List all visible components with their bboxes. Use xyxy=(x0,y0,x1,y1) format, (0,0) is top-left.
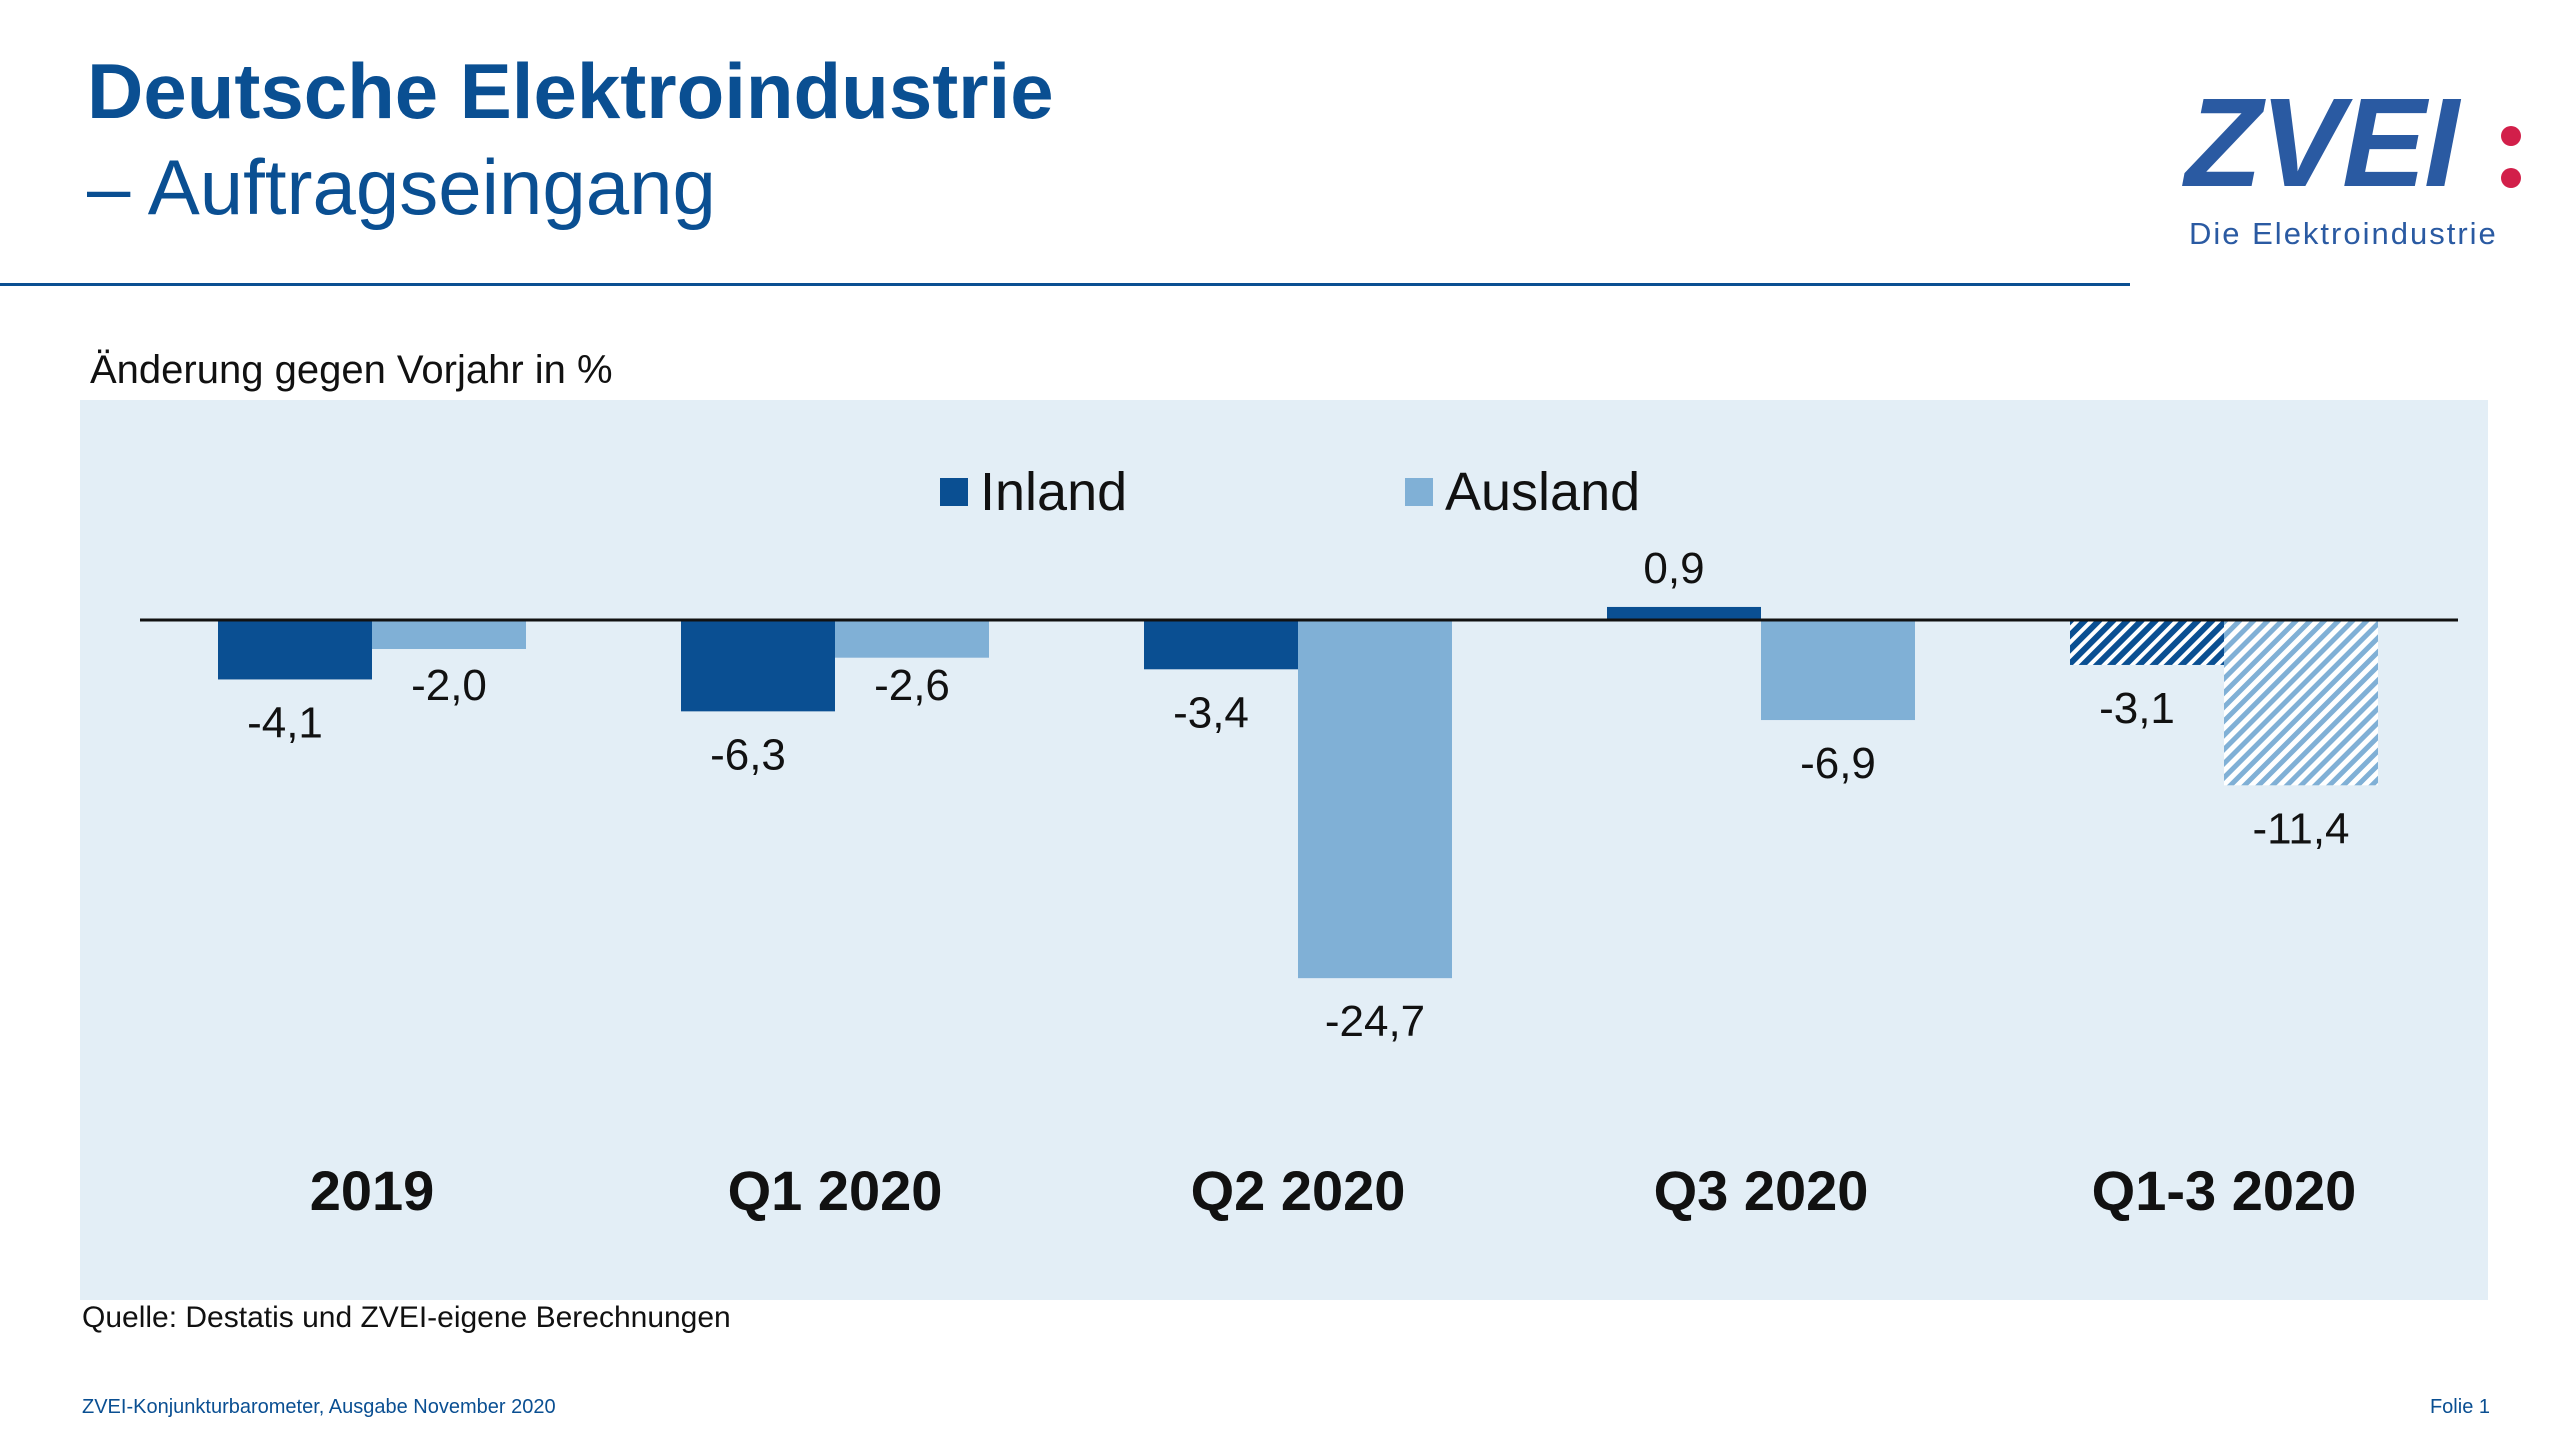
value-label-inland-2: -3,4 xyxy=(1173,688,1249,737)
category-label-3: Q3 2020 xyxy=(1654,1159,1869,1222)
value-label-inland-4: -3,1 xyxy=(2099,684,2175,733)
category-label-4: Q1-3 2020 xyxy=(2092,1159,2357,1222)
legend-label-inland: Inland xyxy=(980,462,1127,522)
value-label-ausland-2: -24,7 xyxy=(1325,997,1425,1046)
value-label-ausland-1: -2,6 xyxy=(874,661,950,710)
value-label-ausland-3: -6,9 xyxy=(1800,739,1876,788)
logo-dot-top xyxy=(2501,126,2521,146)
chart-value-labels: -4,1 -2,0 -6,3 -2,6 -3,4 -24,7 0,9 -6,9 -3,1 -11,… xyxy=(247,544,2349,1046)
page-subtitle: – Auftragseingang xyxy=(87,143,716,231)
chart-legend: Inland Ausland xyxy=(940,462,1640,522)
header-divider xyxy=(0,283,2130,286)
legend-label-ausland: Ausland xyxy=(1445,462,1640,522)
bar-ausland-2 xyxy=(1298,620,1452,979)
logo-wordmark: ZVEI xyxy=(2185,72,2459,213)
bar-inland-0 xyxy=(218,620,372,680)
legend-swatch-ausland xyxy=(1405,478,1433,506)
bar-ausland-1 xyxy=(835,620,989,658)
value-label-inland-0: -4,1 xyxy=(247,698,323,747)
value-label-ausland-0: -2,0 xyxy=(411,661,487,710)
bar-inland-4 xyxy=(2070,620,2224,665)
bar-inland-3 xyxy=(1607,606,1761,620)
bar-ausland-4 xyxy=(2224,620,2378,786)
value-label-inland-3: 0,9 xyxy=(1643,544,1704,593)
value-label-inland-1: -6,3 xyxy=(710,730,786,779)
page-title: Deutsche Elektroindustrie xyxy=(87,47,1054,135)
value-label-ausland-4: -11,4 xyxy=(2252,804,2349,853)
legend-swatch-inland xyxy=(940,478,968,506)
category-label-2: Q2 2020 xyxy=(1191,1159,1406,1222)
zvei-logo: ZVEI Die Elektroindustrie xyxy=(2185,80,2525,260)
bar-ausland-3 xyxy=(1761,620,1915,721)
footer-slide-number: Folie 1 xyxy=(2429,1396,2490,1418)
bar-inland-1 xyxy=(681,620,835,712)
chart-category-labels: 2019 Q1 2020 Q2 2020 Q3 2020 Q1-3 2020 xyxy=(310,1159,2357,1222)
chart-panel xyxy=(80,400,2488,1300)
category-label-0: 2019 xyxy=(310,1159,435,1222)
bar-ausland-0 xyxy=(372,620,526,649)
chart-axis-caption: Änderung gegen Vorjahr in % xyxy=(90,348,613,392)
chart-bars xyxy=(218,606,2378,979)
source-note: Quelle: Destatis und ZVEI-eigene Berechn… xyxy=(82,1301,731,1334)
category-label-1: Q1 2020 xyxy=(728,1159,943,1222)
bar-inland-2 xyxy=(1144,620,1298,670)
logo-tagline: Die Elektroindustrie xyxy=(2189,216,2498,251)
footer-publication: ZVEI-Konjunkturbarometer, Ausgabe Novemb… xyxy=(82,1396,556,1418)
logo-dot-bottom xyxy=(2501,168,2521,188)
